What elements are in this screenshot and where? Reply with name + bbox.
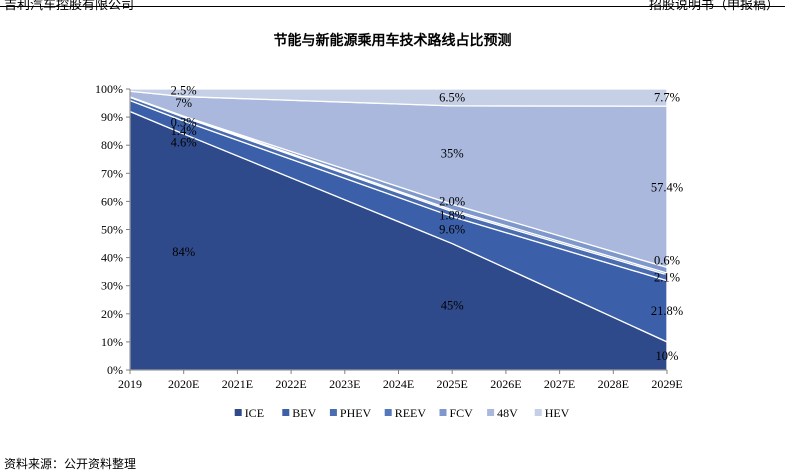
legend-label-bev: BEV <box>292 406 316 420</box>
data-label: 6.5% <box>439 90 465 104</box>
data-label: 7.7% <box>654 90 680 104</box>
legend-label-reev: REEV <box>395 406 427 420</box>
legend-label-ice: ICE <box>245 406 264 420</box>
y-tick-label: 80% <box>101 138 123 152</box>
x-tick-label: 2029E <box>651 377 682 391</box>
legend-label-48v: 48V <box>497 406 518 420</box>
data-label: 2.1% <box>654 270 680 284</box>
y-tick-label: 60% <box>101 194 123 208</box>
x-tick-label: 2028E <box>598 377 629 391</box>
legend-swatch-reev <box>384 409 392 416</box>
data-label: 7% <box>175 96 192 110</box>
data-label: 0.6% <box>654 253 680 267</box>
y-tick-label: 50% <box>101 223 123 237</box>
data-label: 0.3% <box>171 116 197 130</box>
data-label: 21.8% <box>651 304 683 318</box>
y-tick-label: 90% <box>101 110 123 124</box>
page-header: 吉利汽车控股有限公司 招股说明书（申报稿） <box>0 0 785 13</box>
legend-label-hev: HEV <box>545 406 570 420</box>
x-tick-label: 2027E <box>544 377 575 391</box>
legend-swatch-bev <box>282 409 290 416</box>
data-label: 57.4% <box>651 180 683 194</box>
x-tick-label: 2021E <box>222 377 253 391</box>
x-tick-label: 2025E <box>437 377 468 391</box>
y-tick-label: 40% <box>101 251 123 265</box>
header-rule <box>0 6 785 7</box>
legend-swatch-hev <box>534 409 542 416</box>
data-label: 2.0% <box>439 194 465 208</box>
x-tick-label: 2020E <box>168 377 199 391</box>
legend-swatch-ice <box>234 409 242 416</box>
data-label: 84% <box>172 245 195 259</box>
x-tick-label: 2019 <box>118 377 142 391</box>
legend-label-fcv: FCV <box>450 406 474 420</box>
x-tick-label: 2022E <box>275 377 306 391</box>
data-label: 2.5% <box>171 83 197 97</box>
data-label: 1.8% <box>439 208 465 222</box>
data-label: 35% <box>441 147 464 161</box>
chart-title: 节能与新能源乘用车技术路线占比预测 <box>273 33 512 49</box>
data-label: 4.6% <box>171 135 197 149</box>
y-tick-label: 20% <box>101 307 123 321</box>
x-tick-label: 2023E <box>329 377 360 391</box>
y-tick-label: 100% <box>95 82 123 96</box>
y-tick-label: 70% <box>101 166 123 180</box>
y-tick-label: 10% <box>101 335 123 349</box>
legend-swatch-48v <box>487 409 495 416</box>
x-tick-label: 2024E <box>383 377 414 391</box>
area-series-hev <box>129 88 668 107</box>
legend-swatch-phev <box>329 409 337 416</box>
y-tick-label: 0% <box>107 363 123 377</box>
data-label: 9.6% <box>439 223 465 237</box>
x-tick-label: 2026E <box>490 377 521 391</box>
data-label: 1.4% <box>171 124 197 138</box>
legend-swatch-fcv <box>439 409 447 416</box>
legend-label-phev: PHEV <box>340 406 372 420</box>
data-label: 45% <box>441 298 464 312</box>
data-label: 10% <box>656 349 679 363</box>
y-tick-label: 30% <box>101 279 123 293</box>
